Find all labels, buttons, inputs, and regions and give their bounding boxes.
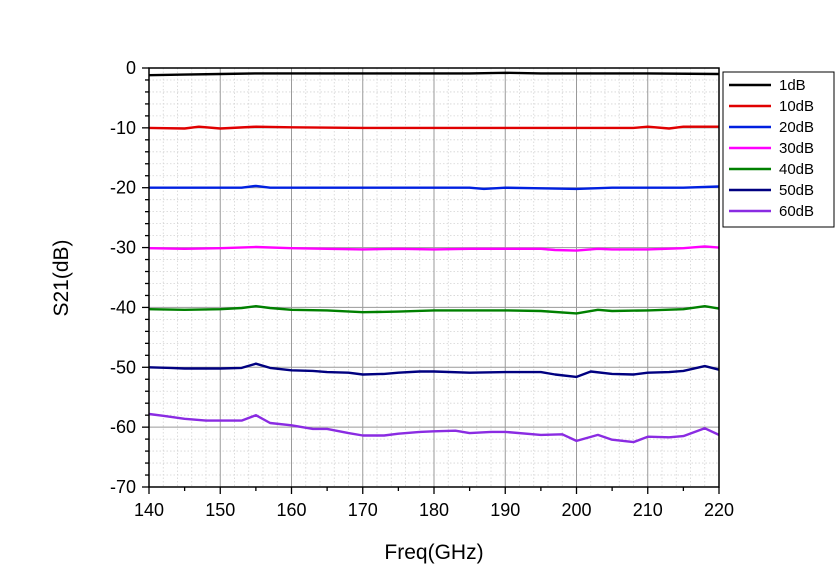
series-line-30dB — [148, 245, 720, 252]
x-axis-title: Freq(GHz) — [384, 541, 483, 564]
y-tick-label: -10 — [110, 118, 136, 138]
x-tick-label: 170 — [348, 500, 378, 520]
legend: 1dB 10dB 20dB 30dB 40dB 50dB 60dB — [722, 71, 835, 228]
legend-label: 60dB — [779, 203, 814, 220]
y-axis-title: S21(dB) — [50, 239, 73, 316]
x-tick-label: 210 — [633, 500, 663, 520]
series-line-1dB — [148, 71, 720, 77]
series-line-40dB — [148, 305, 720, 315]
x-tick-label: 140 — [134, 500, 164, 520]
grid-lines — [149, 68, 719, 487]
series-line-10dB — [148, 125, 719, 130]
legend-label: 40dB — [779, 161, 814, 178]
y-tick-label: -20 — [110, 178, 136, 198]
series-lines — [148, 71, 720, 444]
series-line-50dB — [148, 362, 720, 379]
y-tick-label: -60 — [110, 417, 136, 437]
legend-label: 10dB — [779, 98, 814, 115]
x-tick-label: 150 — [205, 500, 235, 520]
x-tick-label: 220 — [704, 500, 734, 520]
y-tick-label: -30 — [110, 238, 136, 258]
legend-label: 50dB — [779, 182, 814, 199]
y-tick-label: 0 — [126, 58, 136, 78]
legend-box — [722, 71, 835, 228]
legend-label: 20dB — [779, 119, 814, 136]
legend-label: 30dB — [779, 140, 814, 157]
x-tick-label: 180 — [419, 500, 449, 520]
x-tick-label: 190 — [490, 500, 520, 520]
x-tick-label: 200 — [561, 500, 591, 520]
y-tick-label: -70 — [110, 477, 136, 497]
series-line-20dB — [149, 184, 720, 191]
tick-labels: 140 150 160 170 180 190 200 210 220 0 -10 -20 -30 -40… — [110, 58, 734, 520]
x-tick-label: 160 — [276, 500, 306, 520]
axis-ticks — [142, 67, 720, 494]
series-line-60dB — [148, 412, 720, 444]
legend-label: 1dB — [779, 77, 806, 94]
y-tick-label: -40 — [110, 297, 136, 317]
y-tick-label: -50 — [110, 357, 136, 377]
